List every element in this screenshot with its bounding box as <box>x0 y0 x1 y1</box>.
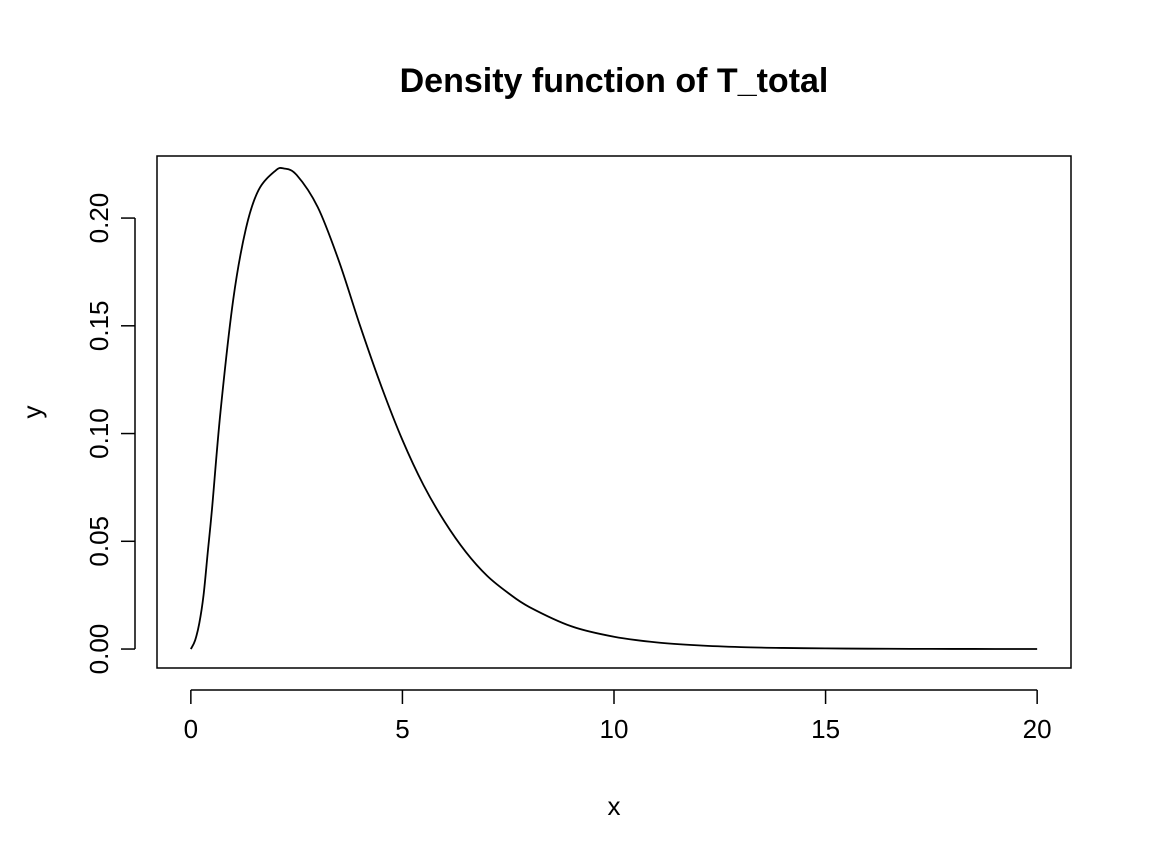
y-axis-label: y <box>17 406 47 419</box>
y-tick-label: 0.15 <box>84 301 114 352</box>
y-tick-label: 0.10 <box>84 408 114 459</box>
density-curve-line <box>190 167 1038 650</box>
y-tick-label: 0.05 <box>84 516 114 567</box>
x-axis-label: x <box>608 791 621 821</box>
x-axis: 0 5 10 15 20 <box>184 689 1052 744</box>
y-tick-label: 0.00 <box>84 624 114 675</box>
x-tick-label: 5 <box>395 714 409 744</box>
chart-title: Density function of T_total <box>400 62 829 100</box>
x-tick-label: 15 <box>811 714 840 744</box>
x-tick-label: 0 <box>184 714 198 744</box>
plot-frame <box>156 155 1072 669</box>
y-axis: 0.00 0.05 0.10 0.15 0.20 <box>84 193 136 675</box>
y-tick-label: 0.20 <box>84 193 114 244</box>
x-tick-label: 10 <box>600 714 629 744</box>
x-tick-label: 20 <box>1023 714 1052 744</box>
